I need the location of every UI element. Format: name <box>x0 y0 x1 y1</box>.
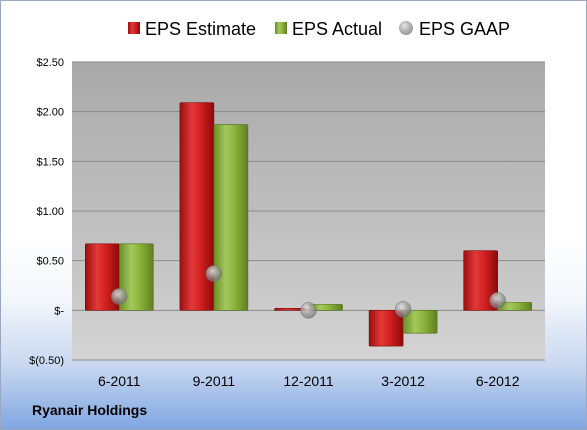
bar-eps-actual <box>213 124 249 311</box>
y-tick-label: $0.50 <box>36 256 64 268</box>
legend-swatch-gaap <box>399 21 413 35</box>
legend-label-estimate: EPS Estimate <box>145 19 256 39</box>
y-tick-label: $(0.50) <box>29 355 64 367</box>
x-axis-ticks: 6-2011 9-2011 12-2011 3-2012 6-2012 <box>98 373 520 389</box>
bar-eps-actual <box>402 310 438 334</box>
bar-eps-actual <box>119 243 154 311</box>
legend-item-actual: EPS Actual <box>275 19 382 39</box>
marker-eps-gaap <box>489 292 506 309</box>
legend-label-gaap: EPS GAAP <box>419 19 510 39</box>
y-tick-label: $2.50 <box>36 57 64 69</box>
y-tick-label: $- <box>54 305 64 317</box>
legend: EPS Estimate EPS Actual EPS GAAP <box>128 19 510 39</box>
bars <box>85 102 533 347</box>
y-tick-label: $2.00 <box>36 107 64 119</box>
x-tick-label: 3-2012 <box>381 373 425 389</box>
y-tick-label: $1.50 <box>36 156 64 168</box>
marker-eps-gaap <box>111 288 128 305</box>
legend-label-actual: EPS Actual <box>292 19 382 39</box>
legend-item-estimate: EPS Estimate <box>128 19 256 39</box>
company-name: Ryanair Holdings <box>32 402 148 418</box>
legend-swatch-estimate <box>128 22 140 34</box>
x-tick-label: 6-2012 <box>476 373 520 389</box>
marker-eps-gaap <box>300 302 317 319</box>
y-axis-ticks: $2.50 $2.00 $1.50 $1.00 $0.50 $- $(0.50) <box>29 57 64 367</box>
x-tick-label: 12-2011 <box>283 373 334 389</box>
marker-eps-gaap <box>205 265 223 282</box>
x-tick-label: 9-2011 <box>193 373 236 389</box>
gaap-markers <box>111 265 506 319</box>
y-tick-label: $1.00 <box>36 206 64 218</box>
marker-eps-gaap <box>394 301 412 318</box>
x-tick-label: 6-2011 <box>98 373 141 389</box>
legend-swatch-actual <box>275 22 287 34</box>
legend-item-gaap: EPS GAAP <box>399 19 510 39</box>
bar-eps-estimate <box>463 250 499 311</box>
